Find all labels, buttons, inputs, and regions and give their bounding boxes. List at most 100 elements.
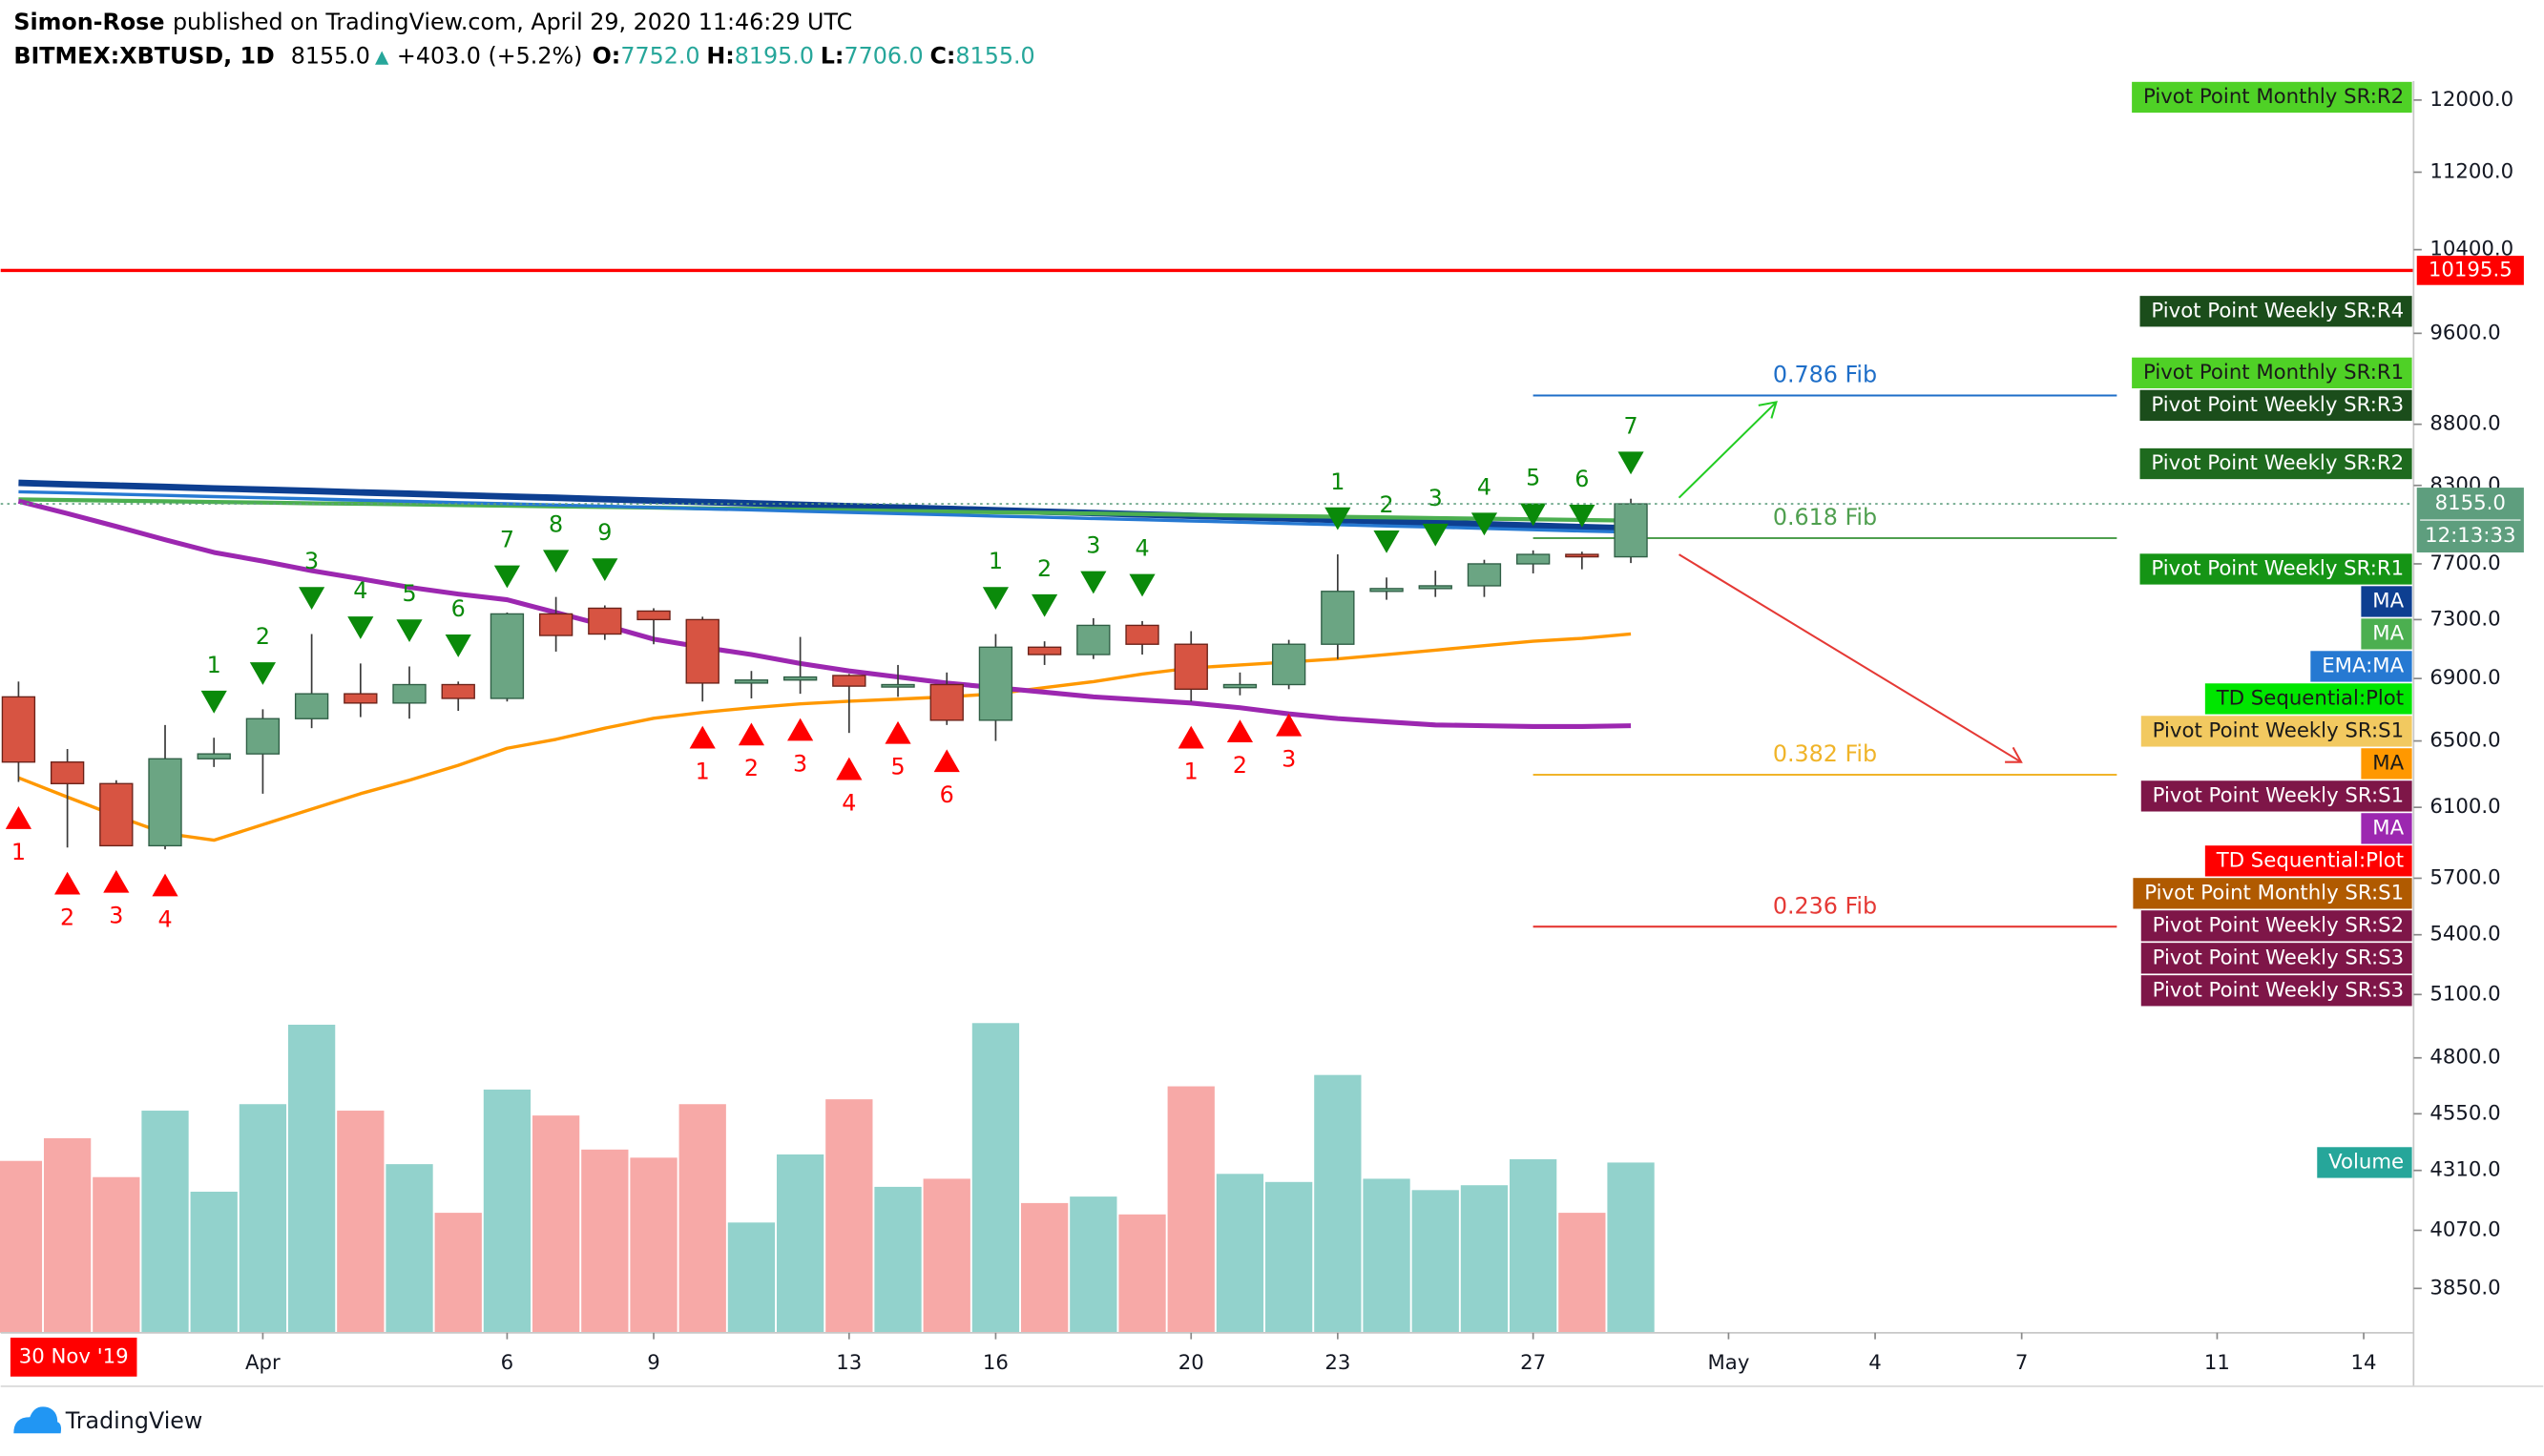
td-buy-count: 1 [696,758,710,784]
change: +403.0 (+5.2%) [397,42,582,69]
volume-bar [434,1213,482,1333]
logo-cloud [13,1406,62,1434]
td-sell-triangle [249,662,277,685]
y-tick-label: 11200.0 [2429,159,2513,183]
volume-bar [1411,1190,1459,1333]
indicator-label-bg [2140,780,2412,812]
td-buy-triangle [152,873,178,897]
indicator-label-text: MA [2372,621,2404,645]
indicator-label-bg [2139,296,2412,327]
volume-bar [1167,1086,1215,1333]
candle-body [1369,588,1404,593]
candle-body [392,683,427,704]
td-buy-count: 4 [157,905,172,932]
candle-body [1271,643,1306,686]
y-tick-label: 7300.0 [2429,607,2500,631]
candle-body [1565,553,1599,558]
footer: TradingView [0,1385,2544,1434]
td-buy-count: 2 [744,755,759,781]
x-tick-label: 6 [501,1351,514,1375]
volume-bar [1558,1213,1606,1333]
td-buy-count: 5 [890,754,905,780]
indicator-label-bg [2204,683,2412,715]
indicator-label-text: Pivot Point Monthly SR:R2 [2143,85,2404,109]
y-tick-label: 4550.0 [2429,1101,2500,1125]
x-tick-label: 13 [836,1351,862,1375]
indicator-label-text: Pivot Point Weekly SR:S2 [2153,913,2404,937]
candle-body [881,683,915,688]
indicator-label-bg [2132,357,2412,388]
volume-bar [874,1186,922,1333]
td-sell-triangle [1373,530,1400,553]
td-sell-triangle [299,587,325,611]
td-sell-triangle [1080,571,1107,594]
candle-body [197,753,231,759]
candle-body [1125,624,1159,645]
indicator-line [17,632,1632,842]
low-value: 7706.0 [844,42,923,69]
high-value: 8195.0 [735,42,814,69]
td-sell-triangle [1324,507,1351,530]
candle-body [1,696,36,763]
volume-bar [43,1137,92,1333]
indicator-label: Pivot Point Weekly SR:S2 [2140,910,2412,942]
td-sell-count: 3 [1428,485,1443,511]
volume-bar [1314,1074,1362,1333]
x-tick-label: 9 [647,1351,660,1375]
y-tick-label: 5700.0 [2429,865,2500,889]
indicator-label: MA [2361,586,2412,617]
candle-body [1321,591,1355,645]
td-buy-triangle [689,725,716,749]
indicator-line [18,489,1632,534]
symbol: BITMEX:XBTUSD, 1D [13,42,274,69]
volume-bar [1020,1202,1069,1333]
y-tick-label: 6500.0 [2429,729,2500,753]
td-sell-count: 3 [304,548,319,574]
td-sell-triangle [543,550,570,573]
indicator-label-bg [2361,748,2412,780]
close-label: C: [929,42,955,69]
indicator-line [18,497,1632,523]
volume-bar [1264,1181,1313,1333]
price-axis-bg [2413,0,2544,1386]
td-sell-triangle [1422,523,1449,547]
td-sell-count: 5 [402,580,416,607]
candle-body [734,679,769,684]
indicator-label-text: Pivot Point Weekly SR:R3 [2151,393,2404,417]
candle-body [1614,503,1648,558]
y-tick-label: 9600.0 [2429,321,2500,344]
td-buy-count: 3 [109,903,123,929]
level-badge [2416,256,2524,285]
indicator-label-bg [2361,813,2412,844]
candle-body [685,618,719,684]
td-sell-count: 6 [451,595,466,622]
indicator-label-bg [2204,845,2412,877]
y-tick-label: 3850.0 [2429,1276,2500,1300]
indicator-label: Pivot Point Weekly SR:S1 [2140,780,2412,812]
x-tick-label: 27 [1520,1351,1546,1375]
td-buy-triangle [1226,719,1254,743]
indicator-label-bg [2139,389,2412,421]
volume-bar [776,1154,824,1333]
indicator-label-text: MA [2372,589,2404,613]
td-sell-count: 5 [1526,465,1540,491]
volume-bar [678,1104,726,1333]
y-tick-label: 6100.0 [2429,795,2500,819]
td-sell-triangle [592,558,618,582]
td-sell-triangle [1129,573,1156,597]
projection-arrows [1678,401,2023,763]
indicator-label: TD Sequential:Plot [2204,845,2412,877]
td-sell-count: 4 [1477,473,1491,500]
x-tick-label: 20 [1178,1351,1204,1375]
td-buy-triangle [103,869,130,893]
y-tick-label: 7700.0 [2429,551,2500,575]
indicator-label-bg [2140,910,2412,942]
td-sell-triangle [396,619,423,643]
y-tick-label: 4070.0 [2429,1217,2500,1241]
indicator-label-text: Pivot Point Weekly SR:S3 [2153,978,2404,1002]
indicator-line [17,498,1632,730]
open-value: 7752.0 [620,42,699,69]
candle-body [538,613,573,636]
